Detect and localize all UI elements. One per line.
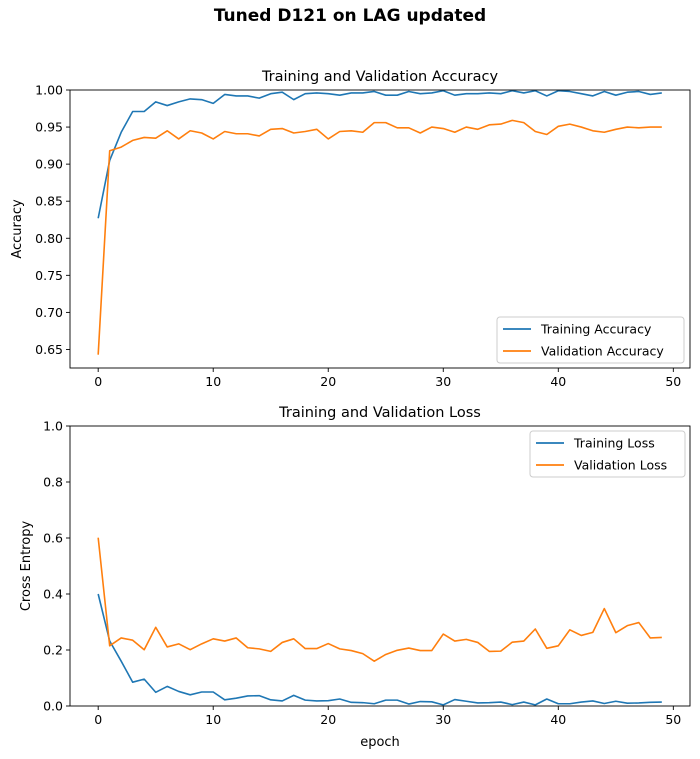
chart1-y-tick-label: 1.00	[35, 83, 63, 98]
chart1-title: Training and Validation Accuracy	[261, 69, 499, 85]
chart2-x-tick-label: 50	[665, 712, 681, 727]
chart1-x-tick-label: 10	[205, 374, 221, 389]
chart2-x-tick-label: 10	[205, 712, 221, 727]
chart2-x-tick-label: 0	[94, 712, 102, 727]
chart1-series-training-accuracy	[97, 90, 662, 219]
chart2-y-tick-label: 0.8	[43, 475, 63, 490]
chart1-x-tick-label: 40	[550, 374, 566, 389]
chart2-legend-label: Validation Loss	[574, 458, 667, 473]
chart2-y-tick-label: 0.2	[43, 643, 63, 658]
chart1-series-validation-accuracy	[97, 119, 662, 355]
chart2-y-tick-label: 0.6	[43, 531, 63, 546]
chart2-series-training-loss	[97, 593, 662, 706]
chart2-x-axis-label: epoch	[360, 735, 400, 750]
chart1-legend-label: Training Accuracy	[540, 322, 652, 337]
chart1-y-tick-label: 0.75	[35, 268, 63, 283]
chart1-y-axis-label: Accuracy	[10, 199, 25, 259]
chart1-x-tick-label: 30	[435, 374, 451, 389]
chart1-x-tick-label: 50	[665, 374, 681, 389]
chart1-y-tick-label: 0.70	[35, 305, 63, 320]
chart2-legend-label: Training Loss	[573, 436, 655, 451]
chart1-y-tick-label: 0.95	[35, 120, 63, 135]
chart1-y-tick-label: 0.80	[35, 231, 63, 246]
chart2-x-tick-label: 30	[435, 712, 451, 727]
chart1-plot-frame	[69, 89, 691, 369]
chart1-legend-label: Validation Accuracy	[541, 344, 664, 359]
chart2-x-tick-label: 20	[320, 712, 336, 727]
chart1-y-tick-label: 0.85	[35, 194, 63, 209]
chart1-x-tick-label: 0	[94, 374, 102, 389]
chart2-y-tick-label: 1.0	[43, 419, 63, 434]
chart2-y-tick-label: 0.0	[43, 699, 63, 714]
chart2-y-tick-label: 0.4	[43, 587, 63, 602]
chart1-legend	[496, 316, 685, 364]
chart1-y-tick-label: 0.90	[35, 157, 63, 172]
chart2-series-validation-loss	[97, 537, 662, 663]
chart2-x-tick-label: 40	[550, 712, 566, 727]
chart2-legend	[529, 430, 686, 478]
chart1-x-tick-label: 20	[320, 374, 336, 389]
chart2-plot-frame	[69, 425, 691, 707]
chart2-title: Training and Validation Loss	[278, 405, 481, 421]
figure-title: Tuned D121 on LAG updated	[213, 6, 487, 26]
chart2-y-axis-label: Cross Entropy	[19, 521, 34, 612]
chart1-y-tick-label: 0.65	[35, 342, 63, 357]
